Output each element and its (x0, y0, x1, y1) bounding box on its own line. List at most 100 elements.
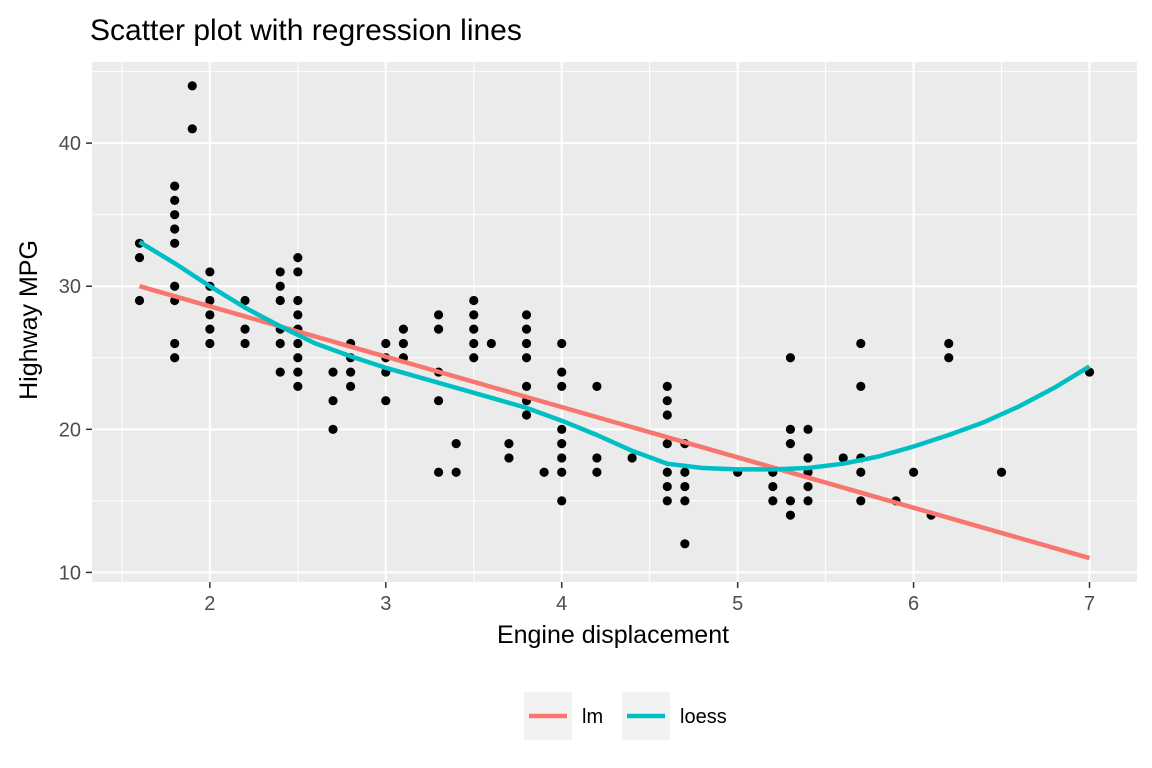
data-point (275, 338, 285, 349)
data-point (803, 453, 813, 463)
data-point (134, 295, 145, 306)
y-axis: 10 20 30 40 (59, 133, 92, 584)
data-point (785, 439, 796, 449)
legend-item-lm: lm (524, 692, 603, 740)
data-point (469, 353, 479, 363)
data-point (170, 238, 180, 248)
data-point (469, 338, 479, 349)
data-point (381, 338, 391, 349)
data-point (433, 467, 444, 477)
data-point (205, 310, 215, 320)
data-point (275, 267, 285, 277)
data-point (768, 496, 778, 506)
data-point (803, 424, 813, 434)
data-point (662, 496, 672, 506)
data-point (803, 481, 813, 492)
data-point (293, 295, 303, 306)
data-point (662, 396, 672, 406)
data-point (170, 181, 180, 191)
data-point (346, 381, 356, 391)
data-point (627, 453, 637, 463)
data-point (469, 310, 479, 320)
data-point (521, 381, 532, 391)
legend-item-loess: loess (622, 692, 727, 740)
data-point (328, 396, 338, 406)
data-point (328, 424, 338, 434)
data-point (856, 467, 866, 477)
data-point (451, 439, 461, 449)
y-tick-label: 30 (59, 276, 81, 298)
data-point (293, 353, 303, 363)
data-point (680, 481, 690, 492)
data-point (662, 410, 672, 420)
data-point (557, 467, 567, 477)
x-tick-label: 3 (380, 593, 391, 615)
data-point (521, 410, 532, 420)
data-point (944, 353, 954, 363)
data-point (592, 381, 602, 391)
data-point (328, 367, 338, 377)
data-point (803, 496, 813, 506)
data-point (662, 381, 672, 391)
data-point (170, 195, 180, 205)
data-point (539, 467, 549, 477)
legend-label: loess (680, 706, 727, 728)
data-point (240, 324, 250, 334)
data-point (170, 224, 180, 234)
data-point (856, 381, 866, 391)
legend: lm loess (524, 692, 727, 740)
data-point (785, 496, 796, 506)
x-tick-label: 6 (908, 593, 919, 615)
data-point (521, 338, 532, 349)
data-point (170, 353, 180, 363)
data-point (433, 396, 444, 406)
y-tick-label: 10 (59, 562, 81, 584)
data-point (451, 467, 461, 477)
data-point (557, 496, 567, 506)
data-point (275, 367, 285, 377)
data-point (398, 324, 408, 334)
data-point (170, 281, 180, 291)
data-point (856, 338, 866, 349)
data-point (187, 124, 197, 134)
chart-title: Scatter plot with regression lines (90, 14, 522, 47)
data-point (205, 338, 215, 349)
data-point (504, 453, 514, 463)
data-point (557, 381, 567, 391)
data-point (398, 338, 408, 349)
data-points (134, 81, 1095, 549)
data-point (785, 353, 796, 363)
data-point (240, 295, 250, 306)
data-point (486, 338, 496, 349)
data-point (592, 453, 602, 463)
data-point (557, 367, 567, 377)
data-point (134, 253, 145, 263)
data-point (908, 467, 919, 477)
data-point (346, 367, 356, 377)
data-point (469, 324, 479, 334)
data-point (680, 496, 690, 506)
y-tick-label: 40 (59, 133, 81, 155)
data-point (240, 338, 250, 349)
data-point (293, 310, 303, 320)
regression-lines (138, 239, 1091, 561)
data-point (433, 310, 444, 320)
plot-panel (92, 62, 1137, 582)
data-point (557, 338, 567, 349)
data-point (557, 424, 567, 434)
data-point (662, 439, 672, 449)
data-point (680, 467, 690, 477)
data-point (856, 496, 866, 506)
data-point (293, 267, 303, 277)
series-line-lm (138, 284, 1091, 561)
data-point (187, 81, 197, 91)
legend-label: lm (582, 706, 603, 728)
y-axis-title: Highway MPG (15, 240, 43, 400)
data-point (433, 324, 444, 334)
data-point (785, 424, 796, 434)
data-point (521, 353, 532, 363)
x-tick-label: 5 (732, 593, 743, 615)
data-point (662, 467, 672, 477)
